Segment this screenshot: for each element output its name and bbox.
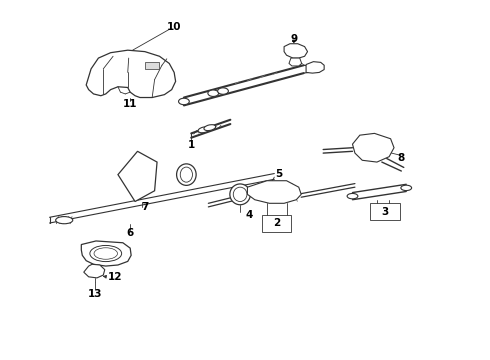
Text: 6: 6 — [126, 228, 134, 238]
Text: 9: 9 — [290, 34, 297, 44]
Text: 3: 3 — [381, 207, 389, 217]
Text: 12: 12 — [108, 272, 123, 282]
Ellipse shape — [90, 246, 122, 262]
Ellipse shape — [347, 193, 358, 199]
Polygon shape — [86, 50, 175, 98]
Text: 7: 7 — [141, 202, 148, 212]
Ellipse shape — [257, 190, 267, 197]
Text: 11: 11 — [123, 99, 137, 109]
Polygon shape — [284, 44, 308, 58]
Text: 13: 13 — [88, 289, 102, 299]
Polygon shape — [81, 241, 131, 266]
Ellipse shape — [198, 127, 210, 133]
Text: 4: 4 — [245, 210, 253, 220]
Polygon shape — [352, 134, 394, 162]
Ellipse shape — [180, 167, 193, 182]
Polygon shape — [84, 264, 105, 278]
Ellipse shape — [94, 248, 118, 259]
Bar — [262, 215, 292, 232]
Text: 2: 2 — [273, 218, 280, 228]
Polygon shape — [247, 181, 301, 203]
Text: 5: 5 — [275, 168, 283, 179]
Ellipse shape — [56, 217, 73, 224]
Polygon shape — [118, 151, 157, 202]
Bar — [145, 62, 159, 69]
Text: 1: 1 — [188, 140, 195, 150]
Polygon shape — [306, 62, 324, 73]
Ellipse shape — [218, 88, 228, 94]
Ellipse shape — [208, 90, 219, 96]
Text: 8: 8 — [398, 153, 405, 163]
Ellipse shape — [92, 269, 98, 274]
Bar — [369, 203, 400, 220]
Ellipse shape — [230, 184, 250, 205]
Text: 10: 10 — [167, 22, 181, 32]
Ellipse shape — [176, 164, 196, 185]
Ellipse shape — [401, 185, 412, 190]
Ellipse shape — [204, 125, 216, 131]
Ellipse shape — [233, 187, 247, 202]
Polygon shape — [289, 58, 302, 66]
Ellipse shape — [257, 184, 267, 192]
Ellipse shape — [178, 98, 189, 105]
